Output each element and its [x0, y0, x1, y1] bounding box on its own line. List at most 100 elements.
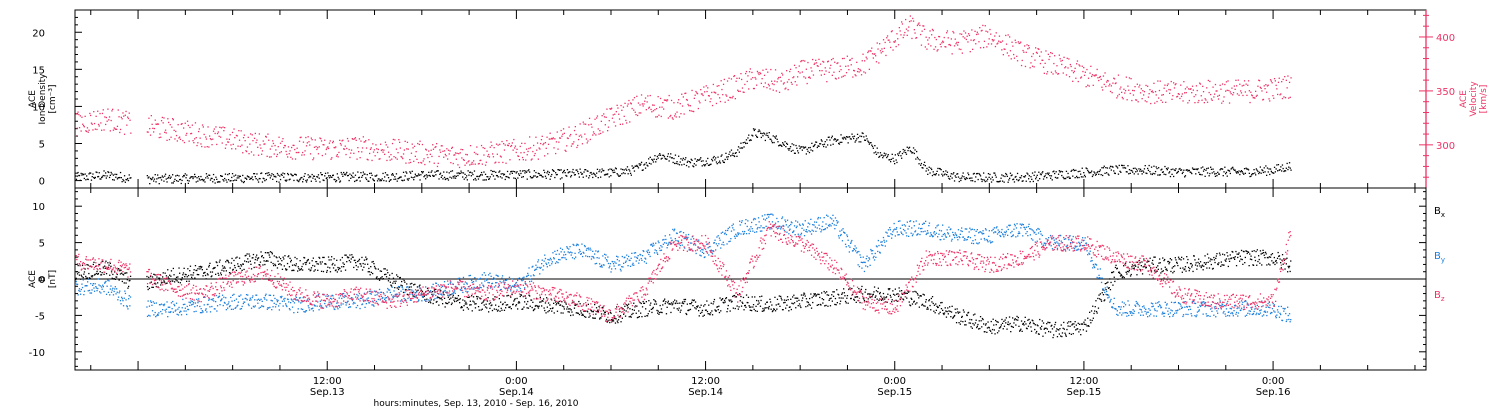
data-point: [677, 163, 679, 165]
data-point: [530, 159, 532, 161]
data-point: [88, 129, 90, 131]
data-point: [420, 161, 422, 164]
data-point: [597, 128, 599, 130]
data-point: [656, 155, 658, 158]
data-point: [413, 145, 416, 147]
data-point: [378, 278, 380, 280]
data-point: [952, 317, 954, 319]
data-point: [787, 148, 789, 150]
data-point: [887, 39, 889, 41]
data-point: [100, 178, 102, 180]
data-point: [666, 99, 669, 101]
data-point: [689, 161, 691, 163]
data-point: [716, 85, 718, 87]
data-point: [90, 122, 93, 124]
data-point: [313, 146, 316, 148]
data-point: [694, 307, 696, 309]
data-point: [340, 171, 342, 174]
data-point: [719, 97, 721, 99]
data-point: [310, 180, 312, 182]
data-point: [1189, 171, 1191, 173]
data-point: [302, 181, 304, 183]
data-point: [158, 277, 160, 279]
data-point: [1091, 74, 1094, 76]
data-point: [213, 179, 215, 181]
data-point: [411, 292, 413, 294]
data-point: [544, 155, 546, 157]
data-point: [907, 30, 909, 32]
data-point: [789, 306, 791, 308]
data-point: [838, 70, 841, 73]
data-point: [101, 112, 104, 115]
data-point: [741, 87, 744, 89]
data-point: [844, 300, 847, 303]
data-point: [582, 313, 584, 315]
data-point: [287, 156, 289, 158]
data-point: [501, 303, 504, 306]
data-point: [1282, 78, 1284, 81]
data-point: [954, 175, 956, 177]
data-point: [98, 172, 100, 174]
data-point: [1174, 169, 1176, 172]
data-point: [992, 179, 994, 181]
data-point: [833, 71, 835, 73]
data-point: [527, 307, 530, 309]
data-point: [1037, 325, 1039, 327]
data-point: [534, 308, 536, 310]
data-point: [1084, 319, 1086, 321]
data-point: [239, 145, 241, 148]
data-point: [792, 296, 794, 298]
data-point: [547, 302, 550, 304]
data-point: [1070, 65, 1072, 68]
data-point: [242, 181, 245, 184]
data-point: [750, 139, 752, 141]
data-point: [943, 312, 946, 314]
data-point: [831, 74, 833, 76]
data-point: [1024, 321, 1026, 323]
data-point: [557, 148, 559, 150]
data-point: [1176, 171, 1179, 173]
data-point: [605, 116, 607, 118]
data-point: [543, 169, 545, 171]
data-point: [286, 153, 288, 156]
data-point: [454, 152, 457, 154]
data-point: [906, 297, 908, 299]
data-point: [186, 276, 188, 278]
data-point: [761, 295, 763, 297]
data-point: [412, 177, 414, 179]
data-point: [356, 158, 358, 160]
data-point: [1165, 173, 1167, 176]
data-point: [351, 176, 353, 178]
data-point: [1005, 43, 1008, 45]
data-point: [468, 160, 470, 162]
data-point: [499, 176, 502, 178]
data-point: [927, 43, 930, 45]
data-point: [419, 284, 421, 286]
data-point: [1254, 97, 1256, 99]
data-point: [1004, 48, 1006, 50]
data-point: [421, 143, 424, 146]
data-point: [1008, 55, 1010, 57]
data-point: [238, 257, 241, 259]
data-point: [641, 103, 643, 105]
data-point: [546, 172, 548, 174]
data-point: [918, 306, 920, 308]
data-point: [677, 302, 679, 304]
data-point: [1064, 177, 1066, 180]
data-point: [1023, 324, 1025, 326]
data-point: [1068, 176, 1070, 178]
data-point: [289, 150, 291, 152]
data-point: [208, 264, 210, 267]
data-point: [1255, 90, 1257, 92]
data-point: [834, 61, 836, 63]
data-point: [789, 147, 791, 150]
data-point: [619, 310, 621, 313]
data-point: [195, 181, 197, 183]
data-point: [941, 42, 943, 44]
data-point: [734, 152, 736, 154]
data-point: [642, 300, 644, 303]
data-point: [89, 112, 91, 115]
data-point: [466, 179, 468, 181]
data-point: [895, 159, 897, 161]
